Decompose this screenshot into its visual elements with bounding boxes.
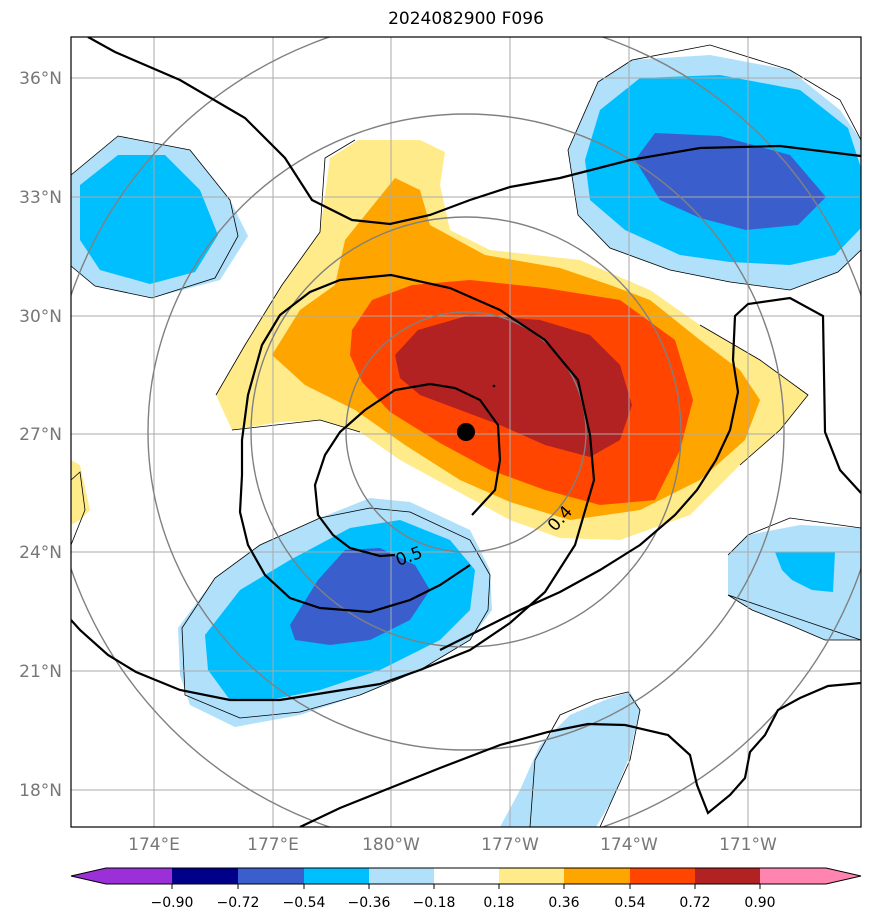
map-area: 0.5 0.4: [71, 37, 861, 827]
storm-center-dot: [457, 423, 475, 441]
colorbar-bin: [434, 868, 499, 884]
negative-anomaly-ne: [568, 55, 861, 290]
lat-label-27: 27°N: [19, 425, 62, 445]
colorbar: −0.90 −0.72 −0.54 −0.36 −0.18 0.18 0.36 …: [70, 867, 862, 911]
colorbar-tick: 0.90: [744, 895, 775, 911]
colorbar-extend-low: [71, 868, 106, 884]
colorbar-tick: 0.54: [614, 895, 645, 911]
lat-label-30: 30°N: [19, 307, 62, 327]
colorbar-tick: −0.72: [217, 895, 260, 911]
map-title: 2024082900 F096: [388, 9, 544, 29]
colorbar-bin: [695, 868, 760, 884]
range-rings: [71, 37, 861, 827]
small-dot: [492, 384, 496, 388]
lon-label-171w: 171°W: [719, 835, 777, 855]
negative-anomaly-south: [500, 692, 640, 827]
bold-contours: [71, 37, 861, 827]
lon-label-177e: 177°E: [247, 835, 299, 855]
longitude-labels: 174°E 177°E 180°W 177°W 174°W 171°W: [128, 835, 777, 855]
positive-anomaly-west-edge: [71, 460, 90, 525]
colorbar-bin: [172, 868, 238, 884]
map-frame: [70, 36, 862, 828]
lat-label-21: 21°N: [19, 662, 62, 682]
lon-label-174e: 174°E: [128, 835, 180, 855]
lat-label-24: 24°N: [19, 543, 62, 563]
colorbar-outline: [70, 867, 862, 885]
colorbar-bin: [760, 868, 826, 884]
colorbar-extend-high: [826, 868, 861, 884]
colorbar-tick: −0.18: [413, 895, 456, 911]
colorbar-bin: [564, 868, 630, 884]
colorbar-tick: 0.72: [679, 895, 710, 911]
colorbar-bin: [238, 868, 304, 884]
negative-anomaly-east: [728, 525, 861, 640]
lat-label-18: 18°N: [19, 781, 62, 801]
latitude-labels: 36°N 33°N 30°N 27°N 24°N 21°N 18°N: [19, 69, 62, 801]
colorbar-tick: 0.18: [483, 895, 514, 911]
colorbar-tick: −0.36: [348, 895, 391, 911]
colorbar-tick: 0.36: [548, 895, 579, 911]
colorbar-bin: [304, 868, 369, 884]
colorbar-bin: [499, 868, 564, 884]
thin-contours: [71, 44, 861, 827]
lon-label-177w: 177°W: [481, 835, 539, 855]
lon-label-180w: 180°W: [362, 835, 420, 855]
lat-label-33: 33°N: [19, 188, 62, 208]
negative-anomaly-nw: [71, 136, 248, 298]
colorbar-bin: [369, 868, 434, 884]
colorbar-bin: [106, 868, 172, 884]
negative-anomaly-sw: [178, 498, 492, 727]
colorbar-bin: [630, 868, 695, 884]
lon-label-174w: 174°W: [600, 835, 658, 855]
colorbar-tick: −0.54: [283, 895, 326, 911]
lat-label-36: 36°N: [19, 69, 62, 89]
colorbar-tick: −0.90: [151, 895, 194, 911]
